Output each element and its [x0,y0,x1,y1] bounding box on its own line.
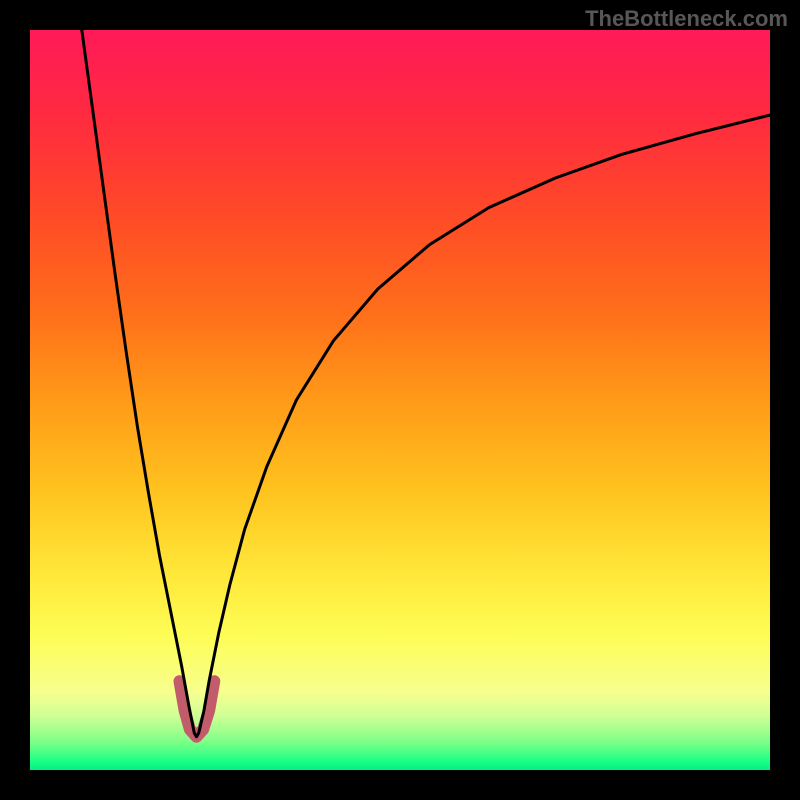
plot-gradient-background [30,30,770,770]
chart-svg [0,0,800,800]
chart-container: TheBottleneck.com [0,0,800,800]
watermark-text: TheBottleneck.com [585,6,788,32]
